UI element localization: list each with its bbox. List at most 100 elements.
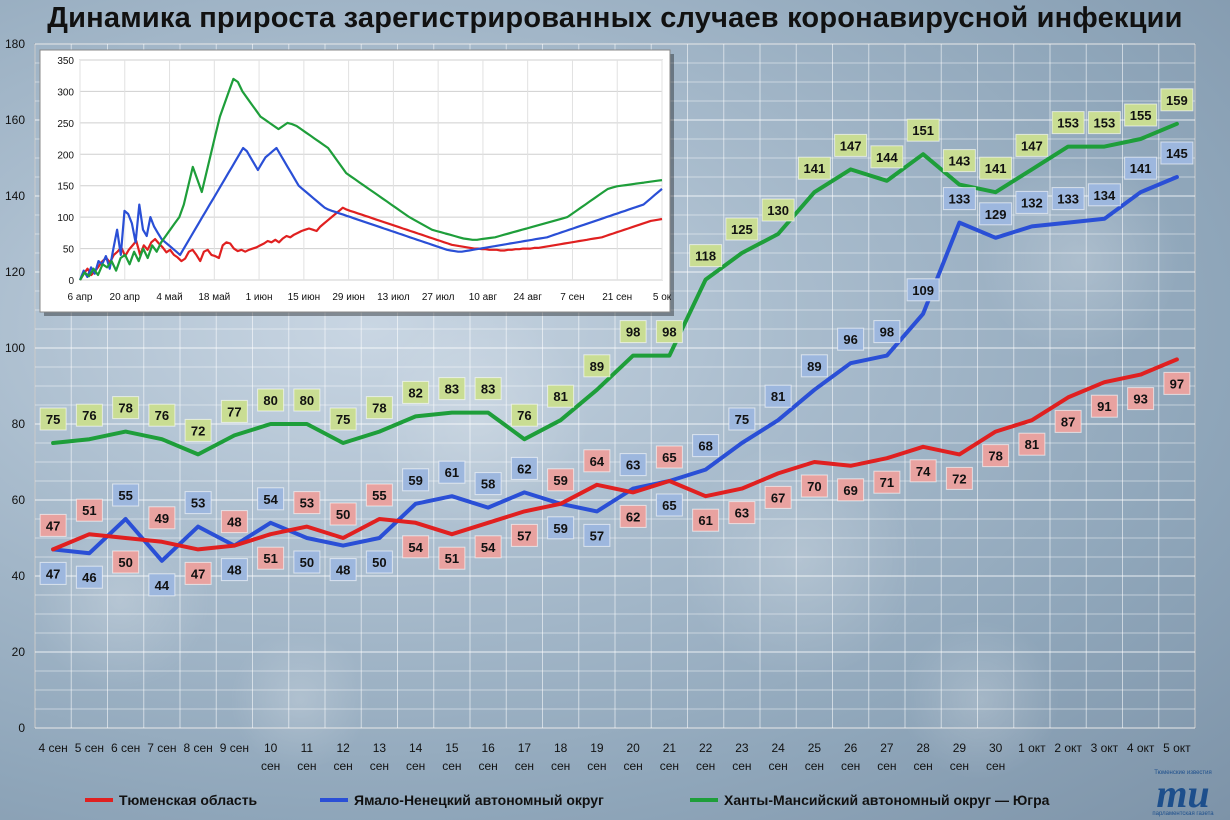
data-label-text: 81	[1025, 437, 1039, 452]
data-label-text: 69	[843, 483, 857, 498]
inset-chart: 0 50 100 150 200 250 300 350 6 апр 20 апр 4 май 18 …	[39, 49, 674, 316]
data-label-tyumen: 72	[945, 466, 973, 490]
data-label-box	[402, 380, 430, 404]
data-label-tyumen: 53	[293, 491, 321, 515]
inset-y-tick-label: 50	[63, 245, 75, 256]
data-label-text: 78	[118, 401, 132, 416]
data-label-box	[547, 384, 575, 408]
data-label-text: 144	[876, 150, 898, 165]
data-label-tyumen: 51	[257, 546, 285, 570]
logo-line1: Тюменские известия	[1154, 770, 1212, 776]
data-label-khmao: 80	[257, 388, 285, 412]
data-label-khmao: 89	[583, 354, 611, 378]
data-label-tyumen: 48	[220, 510, 248, 534]
data-label-yanao: 133	[1051, 187, 1085, 211]
data-label-text: 129	[985, 207, 1007, 222]
data-label-text: 72	[952, 471, 966, 486]
data-label-box	[220, 399, 248, 423]
data-label-box	[1087, 183, 1121, 207]
data-label-tyumen: 49	[148, 506, 176, 530]
x-tick-label: 4 окт	[1127, 741, 1155, 755]
data-label-yanao: 141	[1124, 156, 1158, 180]
inset-x-tick-label: 5 ок	[653, 292, 672, 303]
inset-x-tick-label: 27 июл	[422, 292, 455, 303]
data-label-khmao: 83	[474, 377, 502, 401]
data-label-box	[329, 407, 357, 431]
data-label-yanao: 47	[39, 561, 67, 585]
x-tick-label: 8 сен	[183, 741, 212, 755]
data-label-text: 62	[517, 461, 531, 476]
data-label-box	[438, 546, 466, 570]
chart-title: Динамика прироста зарегистрированных слу…	[47, 2, 1183, 34]
data-label-text: 125	[731, 222, 753, 237]
data-label-tyumen: 78	[982, 444, 1010, 468]
inset-x-tick-label: 6 апр	[68, 292, 93, 303]
data-label-text: 97	[1170, 376, 1184, 391]
data-label-khmao: 82	[402, 380, 430, 404]
data-label-khmao: 143	[942, 149, 976, 173]
data-label-box	[365, 483, 393, 507]
data-label-tyumen: 97	[1163, 371, 1191, 395]
data-label-box	[942, 187, 976, 211]
data-label-text: 51	[263, 551, 277, 566]
data-label-tyumen: 47	[184, 561, 212, 585]
data-label-box	[257, 388, 285, 412]
data-label-text: 47	[46, 518, 60, 533]
data-label-yanao: 75	[728, 407, 756, 431]
data-label-box	[837, 478, 865, 502]
data-label-text: 141	[804, 161, 826, 176]
data-label-text: 134	[1094, 188, 1116, 203]
data-label-yanao: 50	[293, 550, 321, 574]
data-label-text: 141	[1130, 161, 1152, 176]
data-label-box	[1054, 409, 1082, 433]
data-label-text: 55	[372, 488, 386, 503]
data-label-box	[761, 198, 795, 222]
data-label-khmao: 77	[220, 399, 248, 423]
data-label-text: 50	[336, 507, 350, 522]
data-label-text: 64	[590, 454, 605, 469]
data-label-text: 67	[771, 490, 785, 505]
data-label-box	[148, 506, 176, 530]
x-tick-label: 17 сен	[515, 741, 534, 773]
data-label-text: 71	[880, 475, 894, 490]
inset-x-tick-label: 18 май	[198, 292, 230, 303]
data-label-box	[655, 445, 683, 469]
inset-x-tick-label: 10 авг	[469, 292, 498, 303]
data-label-box	[800, 354, 828, 378]
data-label-text: 48	[227, 515, 241, 530]
data-label-box	[39, 407, 67, 431]
data-label-tyumen: 87	[1054, 409, 1082, 433]
inset-y-tick-label: 250	[57, 119, 74, 130]
data-label-text: 48	[227, 563, 241, 578]
x-tick-label: 15 сен	[442, 741, 461, 773]
data-label-box	[438, 377, 466, 401]
legend-item-khmao: Ханты-Мансийский автономный округ — Югра	[690, 792, 1050, 808]
data-label-box	[979, 202, 1013, 226]
data-label-tyumen: 50	[329, 502, 357, 526]
data-label-box	[1018, 432, 1046, 456]
data-label-khmao: 72	[184, 418, 212, 442]
data-label-tyumen: 74	[909, 459, 937, 483]
data-label-yanao: 134	[1087, 183, 1121, 207]
data-label-text: 57	[590, 528, 604, 543]
data-label-box	[764, 384, 792, 408]
data-label-box	[834, 133, 868, 157]
data-label-box	[873, 320, 901, 344]
inset-x-tick-label: 20 апр	[110, 292, 141, 303]
data-label-tyumen: 61	[692, 508, 720, 532]
data-label-box	[1160, 141, 1194, 165]
data-label-box	[1124, 103, 1158, 127]
inset-y-tick-label: 0	[68, 276, 74, 287]
data-label-box	[184, 491, 212, 515]
data-label-yanao: 44	[148, 573, 176, 597]
data-label-box	[764, 485, 792, 509]
inset-y-tick-label: 350	[57, 56, 74, 67]
data-label-yanao: 59	[547, 516, 575, 540]
inset-y-tick-label: 150	[57, 182, 74, 193]
data-label-text: 98	[626, 325, 640, 340]
data-label-text: 49	[155, 511, 169, 526]
data-label-khmao: 130	[761, 198, 795, 222]
data-label-box	[39, 513, 67, 537]
data-label-text: 93	[1133, 392, 1147, 407]
data-label-khmao: 81	[547, 384, 575, 408]
